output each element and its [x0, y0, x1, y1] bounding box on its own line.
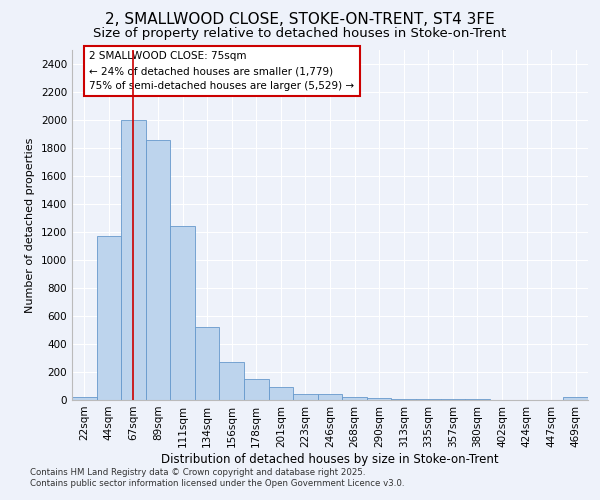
Text: Size of property relative to detached houses in Stoke-on-Trent: Size of property relative to detached ho… — [94, 28, 506, 40]
Bar — [195, 327, 220, 400]
Bar — [97, 236, 121, 400]
Y-axis label: Number of detached properties: Number of detached properties — [25, 138, 35, 312]
Bar — [220, 362, 244, 400]
Bar — [170, 226, 195, 400]
Bar — [563, 397, 588, 400]
Text: 2, SMALLWOOD CLOSE, STOKE-ON-TRENT, ST4 3FE: 2, SMALLWOOD CLOSE, STOKE-ON-TRENT, ST4 … — [105, 12, 495, 28]
Bar — [269, 388, 293, 400]
Bar — [146, 140, 170, 400]
Bar — [391, 398, 416, 400]
Bar — [293, 394, 318, 400]
Bar — [342, 397, 367, 400]
Bar — [416, 399, 440, 400]
X-axis label: Distribution of detached houses by size in Stoke-on-Trent: Distribution of detached houses by size … — [161, 452, 499, 466]
Bar — [244, 379, 269, 400]
Bar — [72, 396, 97, 400]
Bar — [318, 394, 342, 400]
Bar — [367, 398, 391, 400]
Text: 2 SMALLWOOD CLOSE: 75sqm
← 24% of detached houses are smaller (1,779)
75% of sem: 2 SMALLWOOD CLOSE: 75sqm ← 24% of detach… — [89, 52, 355, 91]
Bar — [121, 120, 146, 400]
Text: Contains HM Land Registry data © Crown copyright and database right 2025.
Contai: Contains HM Land Registry data © Crown c… — [30, 468, 404, 487]
